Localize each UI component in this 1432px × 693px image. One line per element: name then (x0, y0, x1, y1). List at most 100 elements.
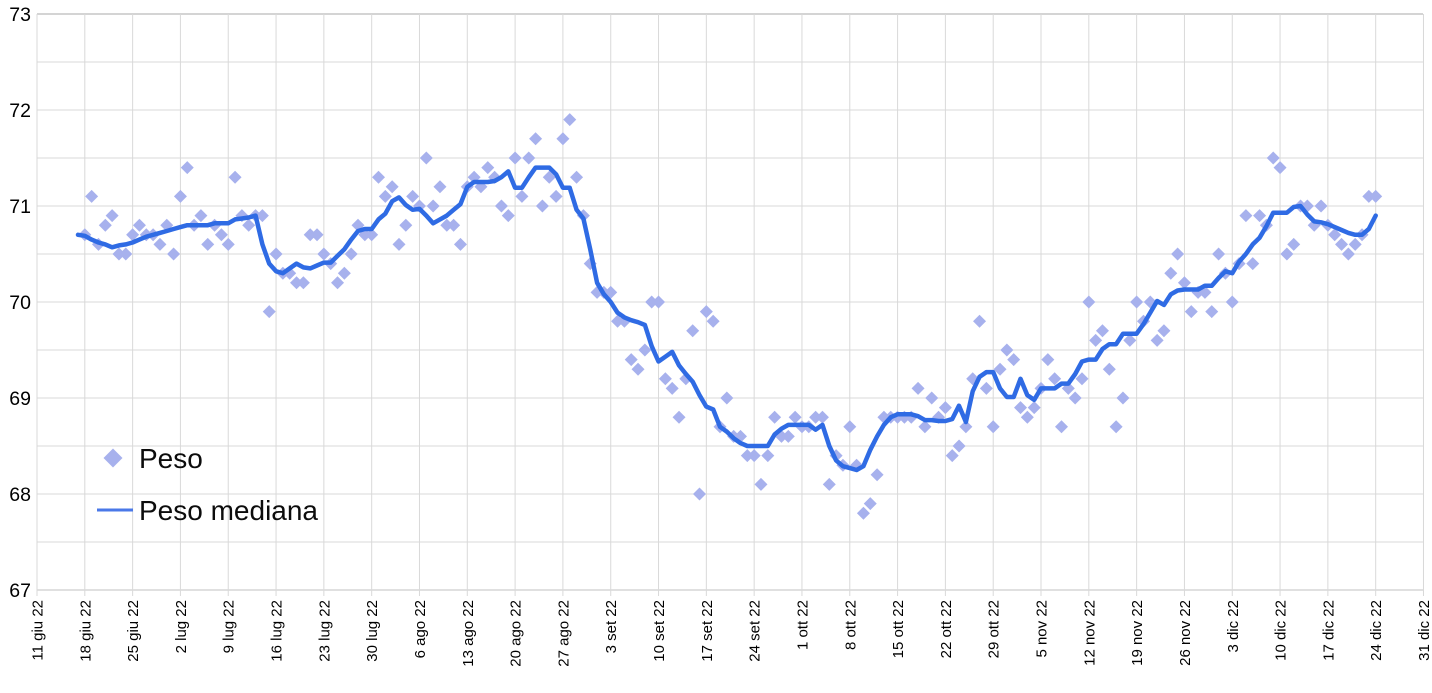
peso-point (338, 267, 351, 280)
x-tick-label: 11 giu 22 (30, 600, 47, 661)
x-tick-label: 10 dic 22 (1273, 600, 1290, 661)
peso-point (973, 315, 986, 328)
peso-point (720, 392, 733, 405)
peso-mediana-line (78, 168, 1376, 470)
peso-point (864, 497, 877, 510)
x-tick-label: 19 nov 22 (1129, 600, 1146, 666)
peso-point (215, 228, 228, 241)
peso-point (1116, 392, 1129, 405)
peso-point (556, 132, 569, 145)
peso-point (522, 152, 535, 165)
peso-point (652, 296, 665, 309)
peso-point (85, 190, 98, 203)
x-tick-label: 20 ago 22 (508, 600, 525, 667)
peso-point (782, 430, 795, 443)
x-tick-label: 24 set 22 (747, 600, 764, 662)
peso-point (1014, 401, 1027, 414)
peso-scatter-points (78, 113, 1382, 520)
peso-point (153, 238, 166, 251)
x-tick-label: 1 ott 22 (794, 600, 811, 650)
peso-point (399, 219, 412, 232)
x-tick-label: 10 set 22 (651, 600, 668, 662)
peso-point (99, 219, 112, 232)
peso-point (666, 382, 679, 395)
peso-point (1041, 353, 1054, 366)
peso-point (509, 152, 522, 165)
x-tick-label: 29 ott 22 (986, 600, 1003, 658)
x-tick-label: 18 giu 22 (77, 600, 94, 662)
x-tick-label: 13 ago 22 (460, 600, 477, 667)
peso-point (1369, 190, 1382, 203)
peso-point (454, 238, 467, 251)
peso-point (1253, 209, 1266, 222)
peso-point (263, 305, 276, 318)
x-tick-label: 30 lug 22 (364, 600, 381, 662)
peso-point (748, 449, 761, 462)
x-tick-label: 17 dic 22 (1320, 600, 1337, 661)
peso-point (1315, 200, 1328, 213)
peso-point (133, 219, 146, 232)
peso-point (625, 353, 638, 366)
peso-point (946, 449, 959, 462)
peso-point (632, 363, 645, 376)
x-tick-label: 3 set 22 (603, 600, 620, 653)
peso-point (1267, 152, 1280, 165)
peso-point (1082, 296, 1095, 309)
peso-point (311, 228, 324, 241)
peso-point (768, 411, 781, 424)
legend-peso-diamond-icon (104, 449, 123, 468)
peso-point (925, 392, 938, 405)
x-tick-label: 17 set 22 (699, 600, 716, 662)
peso-point (167, 248, 180, 261)
peso-point (502, 209, 515, 222)
peso-point (953, 440, 966, 453)
peso-point (1226, 296, 1239, 309)
peso-point (420, 152, 433, 165)
peso-point (1055, 420, 1068, 433)
peso-point (659, 372, 672, 385)
peso-point (119, 248, 132, 261)
peso-point (495, 200, 508, 213)
x-tick-label: 6 ago 22 (412, 600, 429, 658)
peso-point (174, 190, 187, 203)
x-tick-label: 9 lug 22 (221, 600, 238, 653)
peso-point (570, 171, 583, 184)
y-tick-label: 67 (9, 580, 31, 602)
peso-point (1000, 344, 1013, 357)
peso-point (242, 219, 255, 232)
y-tick-label: 70 (9, 292, 31, 314)
peso-point (1274, 161, 1287, 174)
peso-point (1130, 296, 1143, 309)
peso-point (912, 382, 925, 395)
peso-point (1212, 248, 1225, 261)
peso-point (1103, 363, 1116, 376)
x-tick-label: 23 lug 22 (316, 600, 333, 662)
x-tick-label: 3 dic 22 (1225, 600, 1242, 653)
peso-point (857, 507, 870, 520)
peso-point (229, 171, 242, 184)
peso-point (181, 161, 194, 174)
peso-point (816, 411, 829, 424)
peso-point (939, 401, 952, 414)
peso-point (331, 276, 344, 289)
peso-point (194, 209, 207, 222)
peso-point (433, 180, 446, 193)
y-tick-label: 68 (9, 484, 31, 506)
x-tick-label: 24 dic 22 (1368, 600, 1385, 661)
peso-point (1151, 334, 1164, 347)
peso-point (1342, 248, 1355, 261)
peso-point (106, 209, 119, 222)
peso-point (789, 411, 802, 424)
x-tick-label: 22 ott 22 (938, 600, 955, 658)
x-tick-label: 15 ott 22 (890, 600, 907, 658)
peso-point (372, 171, 385, 184)
peso-point (1205, 305, 1218, 318)
peso-point (707, 315, 720, 328)
peso-point (1335, 238, 1348, 251)
peso-point (550, 190, 563, 203)
peso-point (980, 382, 993, 395)
